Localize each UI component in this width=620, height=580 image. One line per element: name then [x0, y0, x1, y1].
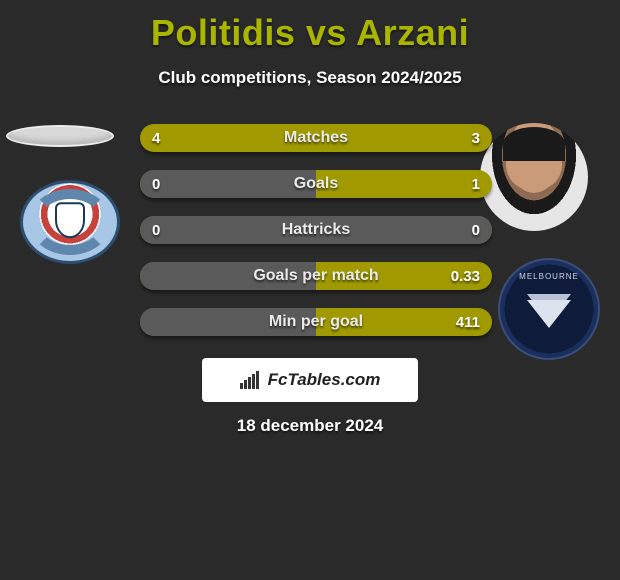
- right-club-text: MELBOURNE: [519, 272, 579, 281]
- left-player-avatar: [6, 125, 114, 147]
- stat-bar: 0 Hattricks 0: [140, 216, 492, 244]
- brand-box[interactable]: FcTables.com: [202, 358, 418, 402]
- stat-value-left: 4: [152, 130, 160, 147]
- chevron-icon: [527, 300, 571, 328]
- left-club-badge: [20, 180, 120, 264]
- stats-bars: 4 Matches 3 0 Goals 1 0 Hattricks 0 Goals per mat…: [140, 124, 492, 354]
- comparison-date: 18 december 2024: [0, 416, 620, 436]
- right-player-avatar: [480, 123, 588, 231]
- stat-value-right: 3: [472, 130, 480, 147]
- page-title: Politidis vs Arzani: [0, 0, 620, 54]
- stat-label: Hattricks: [282, 221, 350, 239]
- stat-value-left: 0: [152, 222, 160, 239]
- stat-bar: 4 Matches 3: [140, 124, 492, 152]
- stat-label: Goals: [294, 175, 338, 193]
- stat-bar: Goals per match 0.33: [140, 262, 492, 290]
- stat-bar: Min per goal 411: [140, 308, 492, 336]
- brand-logo-icon: [240, 371, 262, 389]
- stat-value-left: 0: [152, 176, 160, 193]
- right-club-badge: MELBOURNE: [498, 258, 600, 360]
- bar-fill-left: [140, 170, 316, 198]
- stat-value-right: 0.33: [451, 268, 480, 285]
- stat-label: Min per goal: [269, 313, 363, 331]
- page-subtitle: Club competitions, Season 2024/2025: [0, 68, 620, 88]
- brand-text: FcTables.com: [268, 370, 381, 390]
- stat-value-right: 411: [456, 314, 480, 331]
- stat-bar: 0 Goals 1: [140, 170, 492, 198]
- stat-label: Goals per match: [253, 267, 378, 285]
- stat-value-right: 0: [472, 222, 480, 239]
- stat-value-right: 1: [472, 176, 480, 193]
- stat-label: Matches: [284, 129, 348, 147]
